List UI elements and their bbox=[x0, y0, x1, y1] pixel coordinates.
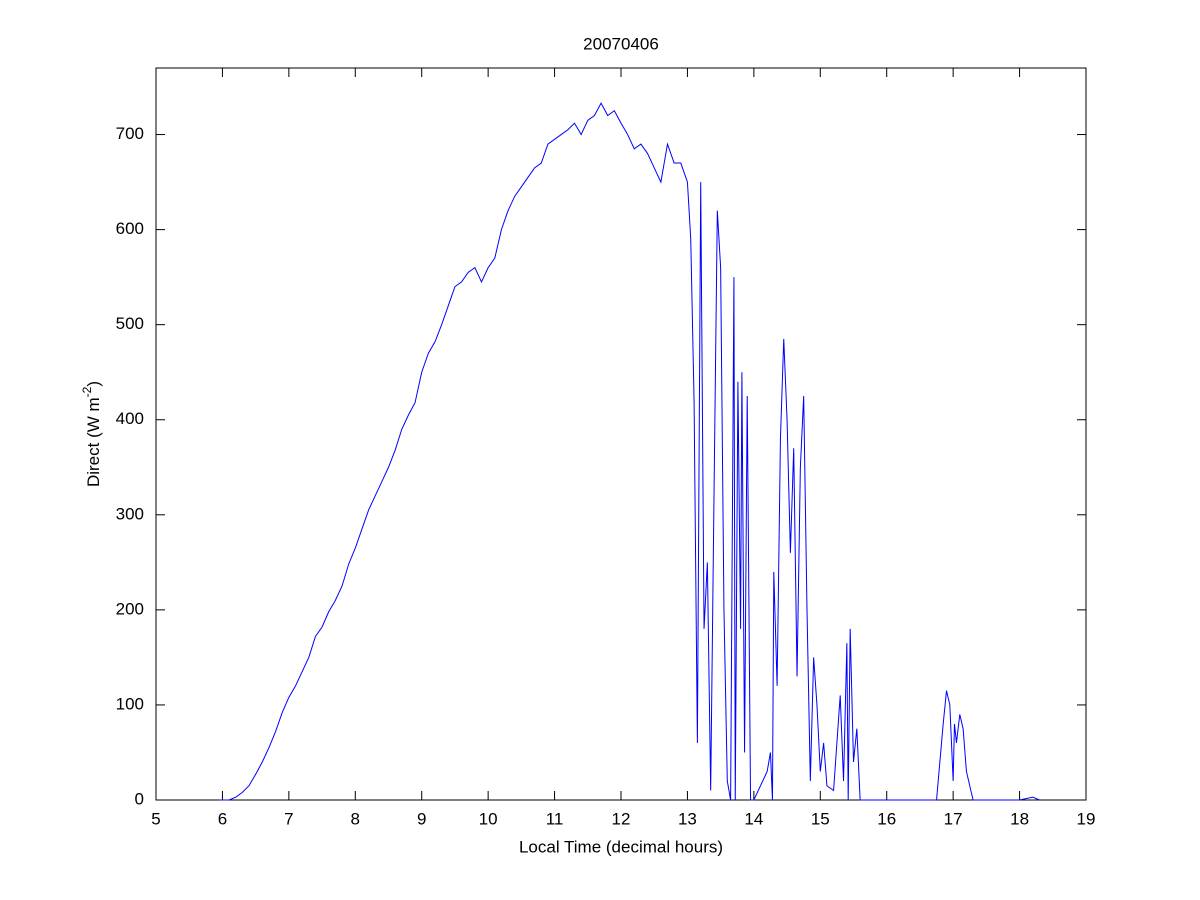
x-tick-label: 5 bbox=[151, 809, 160, 828]
x-tick-label: 12 bbox=[612, 809, 631, 828]
y-tick-label: 200 bbox=[116, 599, 144, 618]
x-tick-label: 19 bbox=[1077, 809, 1096, 828]
y-tick-label: 0 bbox=[135, 789, 144, 808]
x-tick-label: 8 bbox=[351, 809, 360, 828]
x-tick-label: 10 bbox=[479, 809, 498, 828]
y-tick-label: 500 bbox=[116, 314, 144, 333]
x-tick-label: 15 bbox=[811, 809, 830, 828]
y-axis-label-sup: -2 bbox=[80, 386, 94, 397]
y-axis-label-part: ) bbox=[84, 381, 103, 387]
x-tick-label: 18 bbox=[1010, 809, 1029, 828]
x-tick-label: 16 bbox=[877, 809, 896, 828]
y-tick-label: 100 bbox=[116, 694, 144, 713]
x-tick-label: 11 bbox=[546, 809, 564, 828]
data-line bbox=[219, 102, 1040, 801]
x-tick-label: 13 bbox=[678, 809, 697, 828]
y-tick-label: 300 bbox=[116, 504, 144, 523]
y-axis-label-part: Direct (W m bbox=[84, 397, 103, 487]
x-tick-label: 6 bbox=[218, 809, 227, 828]
x-tick-label: 17 bbox=[944, 809, 963, 828]
y-tick-label: 700 bbox=[116, 124, 144, 143]
x-tick-label: 9 bbox=[417, 809, 426, 828]
x-axis-label: Local Time (decimal hours) bbox=[519, 837, 723, 856]
y-tick-label: 400 bbox=[116, 409, 144, 428]
x-tick-label: 7 bbox=[284, 809, 293, 828]
y-tick-label: 600 bbox=[116, 219, 144, 238]
y-axis-label: Direct (W m-2) bbox=[80, 381, 103, 487]
chart-title: 20070406 bbox=[583, 34, 659, 53]
x-tick-label: 14 bbox=[744, 809, 763, 828]
